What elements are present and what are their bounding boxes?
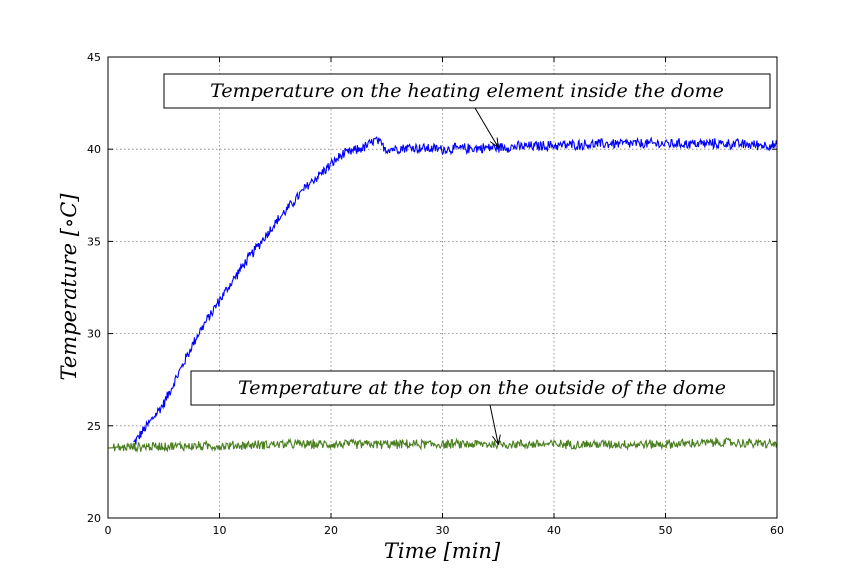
y-tick-label: 30 bbox=[87, 328, 101, 341]
grid bbox=[107, 56, 778, 519]
x-tick-label: 40 bbox=[547, 524, 561, 537]
annotation-arrowhead bbox=[489, 137, 499, 149]
annotation-arrow bbox=[489, 404, 499, 445]
y-tick-label: 20 bbox=[87, 512, 101, 525]
y-tick-label: 45 bbox=[87, 51, 101, 64]
x-tick-label: 30 bbox=[436, 524, 450, 537]
y-tick-label: 25 bbox=[87, 420, 101, 433]
annotation-text: Temperature at the top on the outside of… bbox=[238, 377, 726, 399]
y-axis-label: Temperature [∘C] bbox=[57, 193, 81, 381]
annotation-arrowhead bbox=[492, 434, 501, 446]
annotation-text: Temperature on the heating element insid… bbox=[210, 80, 724, 102]
y-tick-label: 35 bbox=[87, 235, 101, 248]
series-line-1 bbox=[133, 136, 778, 445]
annotations: Temperature on the heating element insid… bbox=[163, 73, 775, 446]
x-tick-label: 20 bbox=[324, 524, 338, 537]
x-tick-label: 10 bbox=[213, 524, 227, 537]
x-tick-label: 60 bbox=[770, 524, 784, 537]
annotation-arrow bbox=[474, 107, 499, 148]
series-layer bbox=[108, 136, 778, 454]
y-tick-label: 40 bbox=[87, 143, 101, 156]
x-tick-label: 0 bbox=[105, 524, 112, 537]
ticks: 0 10 20 30 40 50 60 20 25 30 35 40 45 bbox=[87, 51, 784, 537]
series-line-2 bbox=[108, 437, 778, 454]
annotation-box bbox=[190, 370, 775, 406]
annotation-box bbox=[163, 73, 771, 109]
x-axis-label: Time [min] bbox=[384, 539, 501, 563]
x-tick-label: 50 bbox=[659, 524, 673, 537]
